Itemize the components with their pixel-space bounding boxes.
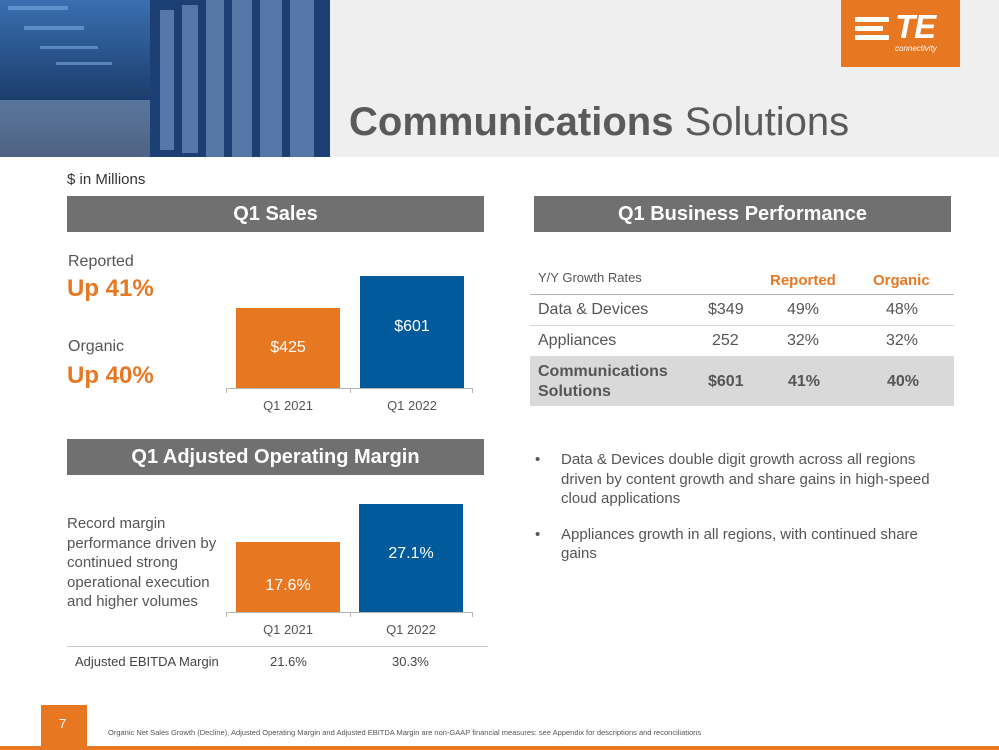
- row-organic: 48%: [886, 301, 919, 318]
- table-row-rule: [530, 325, 954, 326]
- x-axis-tick: [472, 612, 473, 617]
- logo-subtext: connectivity: [895, 44, 937, 53]
- col-organic: Organic: [873, 272, 930, 289]
- margin-note: Record margin performance driven by cont…: [67, 515, 217, 610]
- sales-heading: Q1 Sales: [67, 196, 484, 232]
- x-tick-label: Q1 2021: [263, 622, 313, 637]
- total-row-bg: [530, 356, 954, 406]
- x-tick-label: Q1 2022: [386, 622, 436, 637]
- total-organic: 40%: [887, 373, 920, 390]
- x-axis-tick: [472, 388, 473, 393]
- row-name: Data & Devices: [538, 301, 649, 318]
- bar-q1-2022: [359, 503, 463, 612]
- logo-text: TE: [895, 8, 936, 45]
- page-title: Communications Solutions: [349, 100, 850, 144]
- bar-q1-2022: [360, 275, 464, 388]
- total-reported: 41%: [788, 373, 821, 390]
- x-tick-label: Q1 2021: [263, 398, 313, 413]
- x-axis-tick: [226, 612, 227, 617]
- row-reported: 49%: [787, 301, 820, 318]
- x-axis-tick: [226, 388, 227, 393]
- x-axis-tick: [349, 388, 351, 393]
- footer-rule: [0, 746, 999, 750]
- data-center-image: [0, 0, 330, 157]
- col-reported: Reported: [770, 272, 836, 289]
- col-growth-rates: Y/Y Growth Rates: [538, 270, 642, 285]
- organic-value: Up 40%: [67, 362, 154, 389]
- bar-data-label: 17.6%: [265, 576, 311, 594]
- page-number: 7: [59, 716, 67, 731]
- row-organic: 32%: [886, 332, 919, 349]
- ebitda-2021: 21.6%: [270, 654, 307, 669]
- bullet-item: • Data & Devices double digit growth acro…: [535, 451, 930, 507]
- te-logo: TE connectivity: [841, 0, 960, 67]
- bar-q1-2021: [236, 541, 340, 612]
- ebitda-label: Adjusted EBITDA Margin: [75, 654, 219, 669]
- row-sales: 252: [712, 332, 739, 349]
- page-number-box: [41, 705, 87, 750]
- table-header-rule: [530, 294, 954, 295]
- bar-data-label: $601: [394, 318, 430, 336]
- x-tick-label: Q1 2022: [387, 398, 437, 413]
- reported-label: Reported: [68, 253, 134, 270]
- bullet-dot-icon: •: [535, 525, 541, 543]
- reported-value: Up 41%: [67, 275, 154, 302]
- x-axis-tick: [349, 612, 351, 617]
- bullet-dot-icon: •: [535, 451, 541, 468]
- ebitda-divider: [67, 646, 488, 647]
- performance-heading: Q1 Business Performance: [534, 196, 951, 232]
- row-name: Appliances: [538, 332, 617, 349]
- row-sales: $349: [708, 301, 744, 318]
- footnote-disclaimer: Organic Net Sales Growth (Decline), Adju…: [108, 728, 702, 737]
- ebitda-2022: 30.3%: [392, 654, 429, 669]
- logo-mark-icon: [855, 17, 889, 44]
- total-sales: $601: [708, 373, 744, 390]
- organic-label: Organic: [68, 338, 125, 355]
- bar-q1-2021: [236, 308, 340, 388]
- margin-heading: Q1 Adjusted Operating Margin: [67, 439, 484, 475]
- bullet-item: • Appliances growth in all regions, with …: [535, 525, 918, 563]
- bullet-list: • Data & Devices double digit growth acro…: [535, 450, 945, 580]
- total-name: Communications Solutions: [538, 363, 668, 400]
- bar-data-label: 27.1%: [388, 544, 434, 562]
- units-note: $ in Millions: [67, 171, 146, 188]
- bar-data-label: $425: [270, 338, 306, 356]
- row-reported: 32%: [787, 332, 820, 349]
